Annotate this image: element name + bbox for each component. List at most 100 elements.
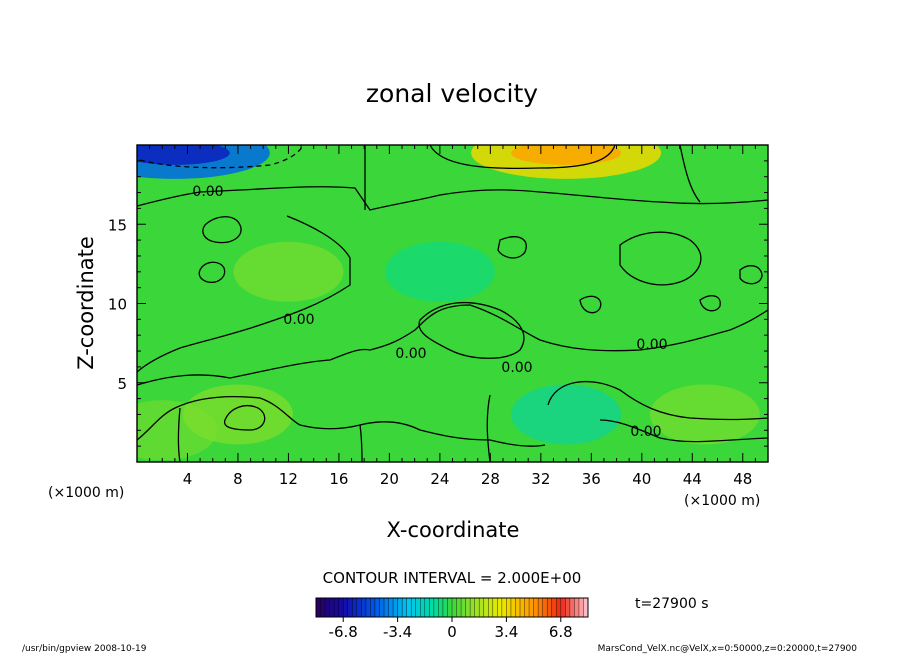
colorbar-cell xyxy=(384,598,389,617)
colorbar-tick-label: -3.4 xyxy=(383,623,412,641)
colorbar-cell xyxy=(429,598,435,617)
contour-label: 0.00 xyxy=(283,312,314,328)
colorbar-cell xyxy=(556,598,562,617)
field-feature xyxy=(137,400,218,461)
color-field xyxy=(137,145,760,461)
contour-line xyxy=(137,186,768,211)
colorbar-cell xyxy=(442,598,448,617)
colorbar-cell xyxy=(461,598,466,617)
time-label: t=27900 s xyxy=(635,596,709,612)
x-tick-label: 16 xyxy=(329,470,348,488)
colorbar-cell xyxy=(474,598,480,617)
colorbar-cell xyxy=(334,598,339,617)
colorbar-tick-label: 6.8 xyxy=(549,623,573,641)
colorbar-cell xyxy=(452,598,457,617)
contour-line xyxy=(699,295,721,312)
colorbar-cells xyxy=(315,598,589,617)
x-tick-label: 24 xyxy=(430,470,449,488)
colorbar-cell xyxy=(501,598,507,617)
contour-line xyxy=(198,261,226,283)
colorbar-cell xyxy=(316,598,321,617)
colorbar-cell xyxy=(329,598,335,617)
x-tick-label: 20 xyxy=(380,470,399,488)
x-tick-label: 48 xyxy=(733,470,752,488)
colorbar-cell xyxy=(388,598,394,617)
contour-line xyxy=(679,145,701,203)
colorbar-cell xyxy=(343,598,349,617)
contour-line xyxy=(547,380,768,421)
contour-line xyxy=(137,395,546,447)
colorbar-cell xyxy=(325,598,330,617)
y-axis-label: Z-coordinate xyxy=(74,236,98,370)
colorbar-ticks: -6.8 -3.4 0 3.4 6.8 xyxy=(329,617,573,641)
colorbar-cell xyxy=(374,598,380,617)
contour-lines xyxy=(137,145,768,462)
colorbar-cell xyxy=(551,598,557,617)
contour-line xyxy=(418,301,525,359)
colorbar-cell xyxy=(320,598,326,617)
colorbar-cell xyxy=(438,598,444,617)
colorbar-cell xyxy=(352,598,358,617)
y-tick-label: 15 xyxy=(108,216,127,234)
colorbar-cell xyxy=(397,598,403,617)
field-feature-core xyxy=(511,145,622,165)
y-tick-label: 5 xyxy=(117,375,127,393)
x-unit-left: (×1000 m) xyxy=(48,485,124,501)
contour-line xyxy=(359,424,363,462)
colorbar: -6.8 -3.4 0 3.4 6.8 xyxy=(315,597,589,641)
colorbar-cell xyxy=(356,598,362,617)
colorbar-cell xyxy=(583,598,589,617)
colorbar-cell xyxy=(542,598,548,617)
colorbar-cell xyxy=(370,598,376,617)
colorbar-cell xyxy=(365,598,371,617)
x-tick-label: 32 xyxy=(531,470,550,488)
colorbar-cell xyxy=(510,598,516,617)
contour-line xyxy=(429,145,616,170)
plot-area: 0.000.000.000.000.000.00 4 8 12 16 20 24 28 32 3… xyxy=(108,144,769,488)
contour-label: 0.00 xyxy=(395,346,426,362)
colorbar-cell xyxy=(415,598,421,617)
colorbar-cell xyxy=(402,598,407,617)
colorbar-cell xyxy=(565,598,571,617)
colorbar-cell xyxy=(506,598,512,617)
x-tick-label: 28 xyxy=(481,470,500,488)
colorbar-cell xyxy=(520,598,525,617)
field-feature xyxy=(233,241,344,302)
contour-line xyxy=(599,419,768,443)
colorbar-cell xyxy=(338,598,344,617)
colorbar-cell xyxy=(420,598,426,617)
x-axis-label: X-coordinate xyxy=(387,518,520,542)
colorbar-cell xyxy=(447,598,453,617)
contour-interval-label: CONTOUR INTERVAL = 2.000E+00 xyxy=(323,569,582,587)
contour-line xyxy=(497,236,527,259)
contour-line xyxy=(137,215,351,373)
colorbar-cell xyxy=(569,598,575,617)
colorbar-cell xyxy=(529,598,534,617)
colorbar-cell xyxy=(406,598,412,617)
x-tick-label: 40 xyxy=(632,470,651,488)
colorbar-cell xyxy=(424,598,430,617)
x-tick-label: 4 xyxy=(183,470,193,488)
colorbar-cell xyxy=(538,598,543,617)
contour-line xyxy=(486,394,491,462)
contour-label: 0.00 xyxy=(636,337,667,353)
field-feature xyxy=(384,241,495,302)
colorbar-cell xyxy=(393,598,398,617)
contour-labels: 0.00 0.00 0.00 0.00 0.00 0.00 xyxy=(192,184,667,440)
colorbar-cell xyxy=(547,598,553,617)
colorbar-cell xyxy=(483,598,489,617)
colorbar-cell xyxy=(515,598,521,617)
colorbar-tick-label: 3.4 xyxy=(494,623,518,641)
x-unit-right: (×1000 m) xyxy=(684,493,760,509)
x-tick-label: 12 xyxy=(279,470,298,488)
contour-line xyxy=(579,295,602,314)
colorbar-cell xyxy=(560,598,566,617)
colorbar-cell xyxy=(379,598,385,617)
contour-line xyxy=(137,304,768,386)
field-feature-core xyxy=(137,145,230,165)
colorbar-cell xyxy=(361,598,367,617)
colorbar-cell xyxy=(479,598,485,617)
field-feature xyxy=(511,384,622,445)
contour-line xyxy=(223,405,266,431)
